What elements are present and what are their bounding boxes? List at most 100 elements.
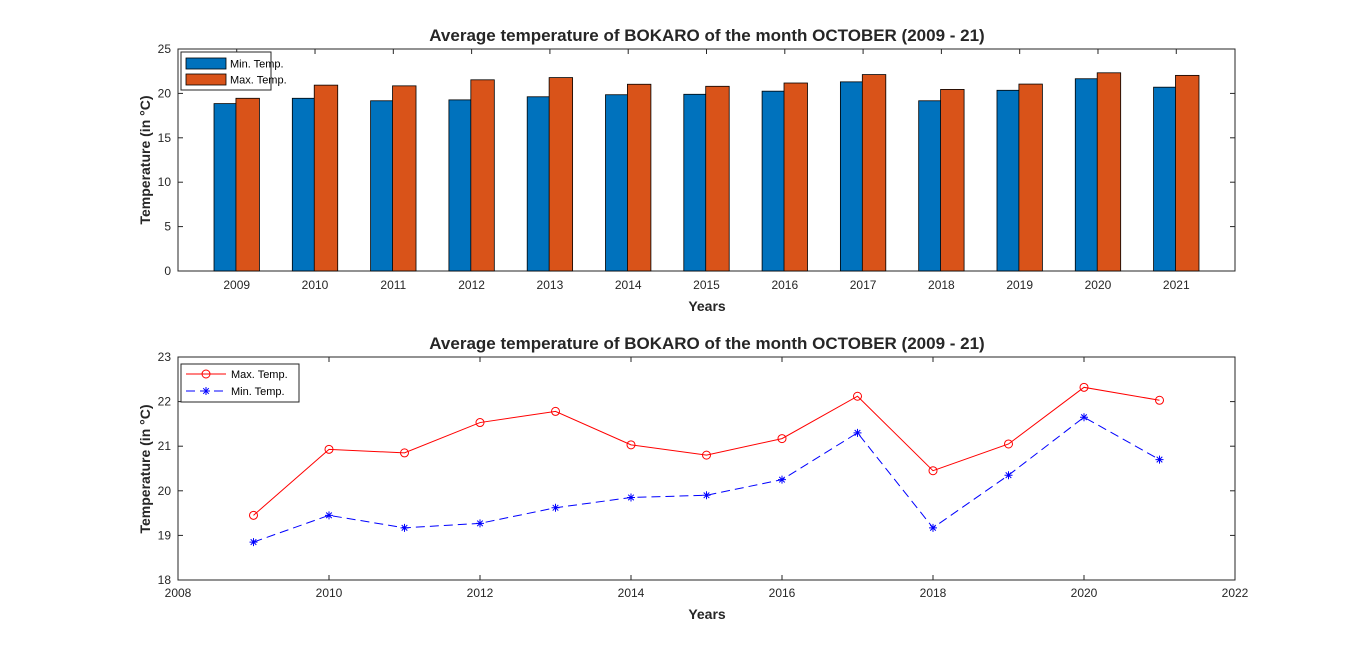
bar-xtick-label: 2016	[771, 278, 798, 292]
bar-xtick-label: 2018	[928, 278, 955, 292]
line-point-max-2014	[626, 440, 636, 450]
line-point-min-2011	[400, 523, 409, 532]
line-legend-label: Max. Temp.	[231, 369, 288, 381]
bar-min-2021	[1153, 86, 1178, 272]
bar-legend: Min. Temp. Max. Temp.	[180, 51, 287, 91]
line-point-min-2020	[1080, 413, 1088, 422]
line-plot-area: 18 19 20 21 22 23 2008 2010 2012 2014 2016 2018 2020…	[158, 350, 1249, 600]
bar-xtick-label: 2020	[1085, 278, 1112, 292]
line-ytick-label: 21	[158, 439, 172, 453]
line-point-max-2018	[928, 466, 938, 476]
bar-max-2016	[783, 82, 808, 272]
bar-max-2013	[548, 77, 574, 272]
line-point-min-2015	[702, 491, 711, 500]
bar-ytick-label: 15	[158, 131, 172, 145]
bar-chart-ylabel: Temperature (in °C)	[137, 95, 153, 224]
bar-ytick-label: 10	[158, 175, 172, 189]
line-point-min-2019	[1004, 471, 1013, 480]
bar-min-2019	[996, 89, 1021, 272]
bar-legend-swatch-1	[185, 73, 227, 86]
line-legend-box	[180, 363, 300, 403]
line-point-max-2017	[853, 391, 862, 401]
line-point-min-2012	[476, 519, 484, 528]
bar-max-2012	[470, 79, 495, 272]
bar-xtick-label: 2009	[223, 278, 250, 292]
bar-max-2010	[313, 84, 339, 272]
line-point-max-2013	[551, 406, 560, 416]
line-chart-ylabel: Temperature (in °C)	[137, 404, 153, 533]
line-point-min-2014	[627, 493, 635, 502]
line-xtick-label: 2020	[1071, 586, 1098, 600]
line-xtick-label: 2014	[618, 586, 645, 600]
bar-ytick-label: 5	[164, 220, 171, 234]
bar-xtick-label: 2017	[850, 278, 877, 292]
bar-ytick-label: 20	[158, 86, 172, 100]
line-point-max-2020	[1079, 382, 1089, 392]
line-chart: Average temperature of BOKARO of the mon…	[137, 334, 1249, 622]
bar-min-2016	[761, 90, 786, 272]
bar-xtick-label: 2011	[380, 278, 406, 292]
line-xtick-label: 2018	[920, 586, 947, 600]
bar-max-2017	[861, 74, 887, 272]
bar-min-2010	[291, 97, 317, 272]
bar-max-2011	[392, 85, 417, 272]
line-point-max-2012	[475, 418, 485, 428]
bar-xtick-label: 2010	[302, 278, 329, 292]
bar-min-2020	[1074, 78, 1100, 272]
bar-chart-xlabel: Years	[688, 298, 726, 314]
bar-max-2015	[705, 85, 730, 272]
bar-xtick-label: 2019	[1006, 278, 1033, 292]
line-point-max-2015	[702, 450, 711, 460]
bar-chart: Average temperature of BOKARO of the mon…	[137, 26, 1236, 314]
line-xtick-label: 2008	[165, 586, 192, 600]
line-axes-box	[177, 356, 1236, 581]
line-point-min-2009	[249, 538, 258, 547]
line-point-max-2011	[400, 448, 409, 458]
line-xtick-label: 2022	[1222, 586, 1249, 600]
line-point-min-2016	[778, 475, 786, 484]
line-legend-marker-0	[201, 369, 211, 379]
line-series-max	[253, 386, 1160, 516]
line-xtick-label: 2016	[769, 586, 796, 600]
bar-max-2019	[1018, 83, 1043, 272]
line-point-max-2016	[777, 434, 787, 444]
bar-legend-label: Max. Temp.	[230, 75, 287, 87]
line-ytick-label: 23	[158, 350, 172, 364]
line-ytick-label: 19	[158, 528, 172, 542]
line-point-min-2017	[853, 428, 862, 437]
bar-min-2011	[370, 100, 395, 272]
bar-legend-label: Min. Temp.	[230, 59, 284, 71]
bar-ytick-label: 0	[164, 264, 171, 278]
bar-ytick-label: 25	[158, 42, 172, 56]
bar-max-2020	[1096, 72, 1122, 272]
bar-min-2018	[918, 100, 943, 272]
bar-legend-swatch-0	[185, 57, 227, 70]
line-point-max-2009	[249, 510, 258, 520]
bar-xtick-label: 2014	[615, 278, 642, 292]
bar-min-2012	[448, 99, 473, 272]
line-chart-xlabel: Years	[688, 606, 726, 622]
line-ytick-label: 18	[158, 573, 172, 587]
line-point-max-2010	[324, 444, 334, 454]
line-legend-marker-1	[202, 387, 210, 395]
bar-max-2009	[235, 97, 260, 272]
bar-xtick-label: 2015	[693, 278, 720, 292]
bar-xtick-label: 2021	[1163, 278, 1190, 292]
line-legend-label: Min. Temp.	[231, 386, 285, 398]
line-point-min-2010	[325, 511, 333, 520]
line-ytick-label: 22	[158, 395, 172, 409]
line-xtick-label: 2012	[467, 586, 494, 600]
bar-min-2015	[683, 93, 708, 272]
bar-min-2014	[605, 94, 630, 272]
bar-xtick-label: 2013	[537, 278, 564, 292]
bar-chart-title: Average temperature of BOKARO of the mon…	[429, 26, 984, 45]
line-chart-title: Average temperature of BOKARO of the mon…	[429, 334, 984, 353]
line-point-max-2019	[1004, 439, 1013, 449]
bar-plot-area: 0 5 10 15 20 25 2009 2010 2011 2012 2013 2014 2015 20…	[158, 42, 1236, 292]
bar-max-2014	[627, 83, 652, 272]
bar-max-2021	[1175, 74, 1200, 272]
bar-max-2018	[940, 89, 965, 272]
line-point-max-2021	[1155, 395, 1164, 405]
line-point-min-2013	[551, 503, 560, 512]
